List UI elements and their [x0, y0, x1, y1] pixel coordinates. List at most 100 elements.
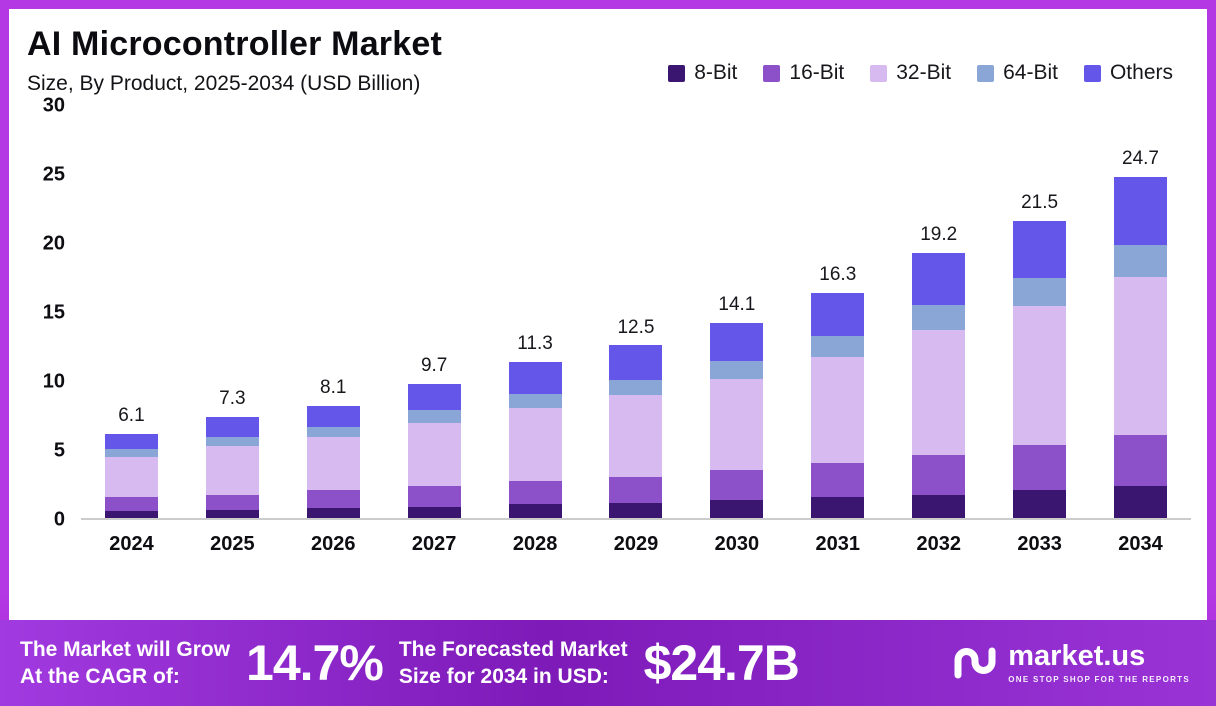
x-axis-label: 2025 — [210, 533, 255, 555]
bar-total-label: 24.7 — [1122, 148, 1159, 170]
bar-group: 24.7 — [1090, 106, 1191, 518]
y-tick-label: 15 — [42, 301, 65, 324]
bar-segment-8-bit — [811, 497, 865, 518]
bar-segment-8-bit — [306, 508, 360, 518]
bar-segment-32-bit — [811, 356, 865, 463]
bar-segment-others — [104, 433, 158, 449]
y-tick-label: 20 — [42, 232, 65, 255]
x-axis-label: 2026 — [311, 533, 356, 555]
bar-segment-16-bit — [609, 476, 663, 503]
footer-banner: The Market will Grow At the CAGR of: 14.… — [0, 620, 1216, 706]
y-axis: 0 5 10 15 20 25 30 — [17, 95, 81, 531]
bar-segment-16-bit — [1114, 435, 1168, 487]
bar-total-label: 8.1 — [320, 377, 347, 399]
stacked-bar — [710, 323, 764, 518]
cagr-value: 14.7% — [246, 635, 384, 691]
bar-segment-8-bit — [710, 500, 764, 518]
plot-wrap: 6.1 7.3 8.1 9.7 11.3 12.5 14.1 16.3 19.2 21.5 24.7… — [81, 106, 1191, 556]
x-axis-label: 2029 — [613, 533, 659, 555]
bar-total-label: 9.7 — [420, 355, 448, 377]
bar-segment-64-bit — [811, 335, 865, 357]
bar-segment-64-bit — [912, 305, 966, 331]
title-block: AI Microcontroller Market Size, By Produ… — [27, 25, 442, 96]
bar-total-label: 14.1 — [718, 294, 756, 316]
bar-segment-16-bit — [912, 454, 966, 495]
bar-segment-8-bit — [912, 494, 966, 518]
stacked-bar — [1114, 177, 1168, 518]
bar-segment-8-bit — [609, 502, 663, 518]
chart-subtitle: Size, By Product, 2025-2034 (USD Billion… — [27, 72, 421, 95]
x-axis-label: 2024 — [109, 533, 154, 555]
legend-item-64-bit: 64-Bit — [977, 61, 1058, 85]
chart-panel: AI Microcontroller Market Size, By Produ… — [9, 9, 1207, 620]
bar-segment-16-bit — [104, 497, 158, 512]
legend-label: 64-Bit — [1003, 61, 1058, 84]
bar-group: 21.5 — [989, 106, 1090, 518]
y-tick-label: 10 — [42, 370, 65, 393]
bar-group: 8.1 — [283, 106, 384, 518]
bar-segment-16-bit — [407, 486, 461, 507]
stacked-bar — [407, 384, 461, 518]
legend-item-others: Others — [1083, 61, 1173, 85]
stacked-bar — [1013, 221, 1067, 518]
bar-segment-others — [306, 406, 360, 427]
legend-swatch — [763, 64, 781, 82]
bar-segment-64-bit — [609, 379, 663, 396]
bar-group: 19.2 — [888, 106, 989, 518]
bar-segment-others — [1013, 221, 1067, 278]
legend-swatch — [668, 64, 686, 82]
chart: 0 5 10 15 20 25 30 6.1 7.3 8.1 9.7 11.3 12.5 14.1 16.… — [9, 95, 1207, 556]
bar-segment-64-bit — [508, 393, 562, 408]
market-us-logo: market.us ONE STOP SHOP FOR THE REPORTS — [952, 642, 1196, 684]
plot-area: 6.1 7.3 8.1 9.7 11.3 12.5 14.1 16.3 19.2 21.5 24.7 — [81, 106, 1191, 520]
bar-segment-8-bit — [1114, 486, 1168, 518]
cagr-line2: At the CAGR of: — [20, 665, 180, 688]
x-axis: 2024 2025 2026 2027 2028 2029 2030 2031 2032 2033… — [81, 533, 1191, 556]
stacked-bar — [205, 417, 259, 518]
legend-item-16-bit: 16-Bit — [763, 61, 844, 85]
bar-total-label: 11.3 — [517, 333, 553, 355]
bar-segment-32-bit — [710, 378, 764, 470]
bar-total-label: 19.2 — [920, 224, 958, 246]
bar-segment-8-bit — [407, 506, 461, 518]
legend-label: Others — [1109, 61, 1173, 84]
x-axis-label: 2032 — [916, 533, 961, 555]
bar-segment-others — [205, 417, 259, 437]
bar-group: 6.1 — [81, 106, 182, 518]
bar-group: 14.1 — [686, 106, 787, 518]
bar-segment-others — [912, 253, 966, 306]
bar-segment-8-bit — [1013, 490, 1067, 518]
brand-name: market.us — [1008, 640, 1146, 672]
legend-label: 32-Bit — [896, 61, 952, 84]
y-tick-label: 5 — [53, 439, 65, 462]
cagr-text: The Market will Grow At the CAGR of: — [20, 636, 230, 691]
x-axis-label: 2028 — [512, 533, 558, 555]
bar-segment-others — [508, 362, 562, 394]
forecast-line2: Size for 2034 in USD: — [398, 665, 609, 688]
bar-segment-16-bit — [205, 494, 259, 510]
bar-group: 7.3 — [182, 106, 283, 518]
x-axis-label: 2031 — [815, 533, 861, 555]
brand-block: market.us ONE STOP SHOP FOR THE REPORTS — [1008, 640, 1190, 685]
legend-label: 16-Bit — [789, 61, 845, 84]
stacked-bar — [609, 345, 663, 518]
bar-segment-others — [1114, 177, 1168, 245]
y-tick-label: 30 — [42, 94, 65, 117]
legend-item-8-bit: 8-Bit — [668, 61, 737, 85]
legend-item-32-bit: 32-Bit — [870, 61, 951, 85]
legend-swatch — [977, 64, 995, 82]
bar-group: 11.3 — [485, 106, 586, 518]
bar-group: 9.7 — [384, 106, 485, 518]
x-axis-label: 2033 — [1017, 533, 1062, 555]
bar-segment-32-bit — [508, 407, 562, 481]
legend-label: 8-Bit — [694, 61, 738, 84]
bar-segment-others — [407, 384, 461, 411]
bar-segment-16-bit — [710, 469, 764, 501]
bar-segment-32-bit — [205, 446, 259, 495]
bar-segment-16-bit — [508, 480, 562, 505]
bar-segment-16-bit — [1013, 444, 1067, 491]
bar-segment-16-bit — [811, 462, 865, 498]
bar-total-label: 7.3 — [219, 388, 246, 410]
bar-segment-8-bit — [104, 511, 158, 518]
